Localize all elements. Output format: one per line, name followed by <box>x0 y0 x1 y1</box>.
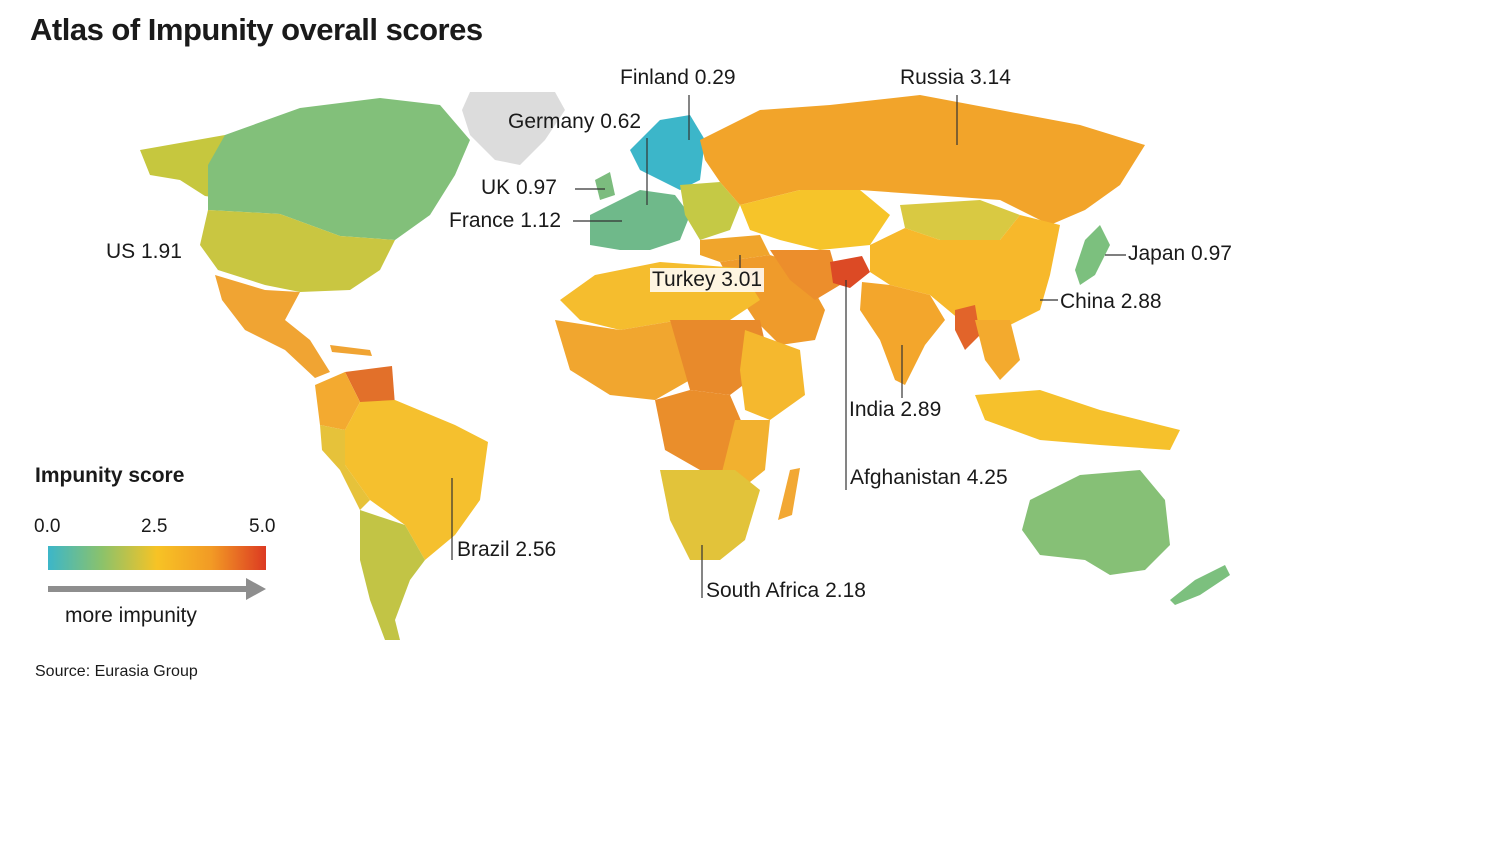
label-germany: Germany 0.62 <box>508 110 642 133</box>
label-brazil: Brazil 2.56 <box>457 538 557 561</box>
horn-of-africa-region <box>740 330 805 420</box>
label-russia: Russia 3.14 <box>900 66 1011 89</box>
mongolia-region <box>900 200 1020 240</box>
madagascar-region <box>778 468 800 520</box>
label-south-africa: South Africa 2.18 <box>706 579 866 602</box>
scandinavia-region <box>630 115 705 190</box>
andean-region <box>320 425 370 510</box>
leader-lines <box>451 95 1126 598</box>
venezuela-region <box>345 366 395 405</box>
legend-tick-min: 0.0 <box>34 516 61 537</box>
australia-region <box>1022 470 1170 575</box>
colombia-region <box>315 372 360 430</box>
central-asia-region <box>740 190 890 250</box>
label-us: US 1.91 <box>106 240 182 263</box>
turkey-region <box>700 235 770 262</box>
southern-cone-region <box>360 510 425 640</box>
label-turkey: Turkey 3.01 <box>650 268 765 292</box>
label-china: China 2.88 <box>1060 290 1162 313</box>
eastern-europe-region <box>680 182 740 240</box>
india-region <box>860 282 945 385</box>
china-region <box>870 215 1060 330</box>
myanmar-region <box>955 305 980 350</box>
label-japan: Japan 0.97 <box>1128 242 1232 265</box>
west-africa-region <box>555 320 690 400</box>
label-uk: UK 0.97 <box>481 176 557 199</box>
label-india: India 2.89 <box>849 398 942 421</box>
greenland-region <box>462 92 565 165</box>
more-impunity-arrow <box>48 578 266 600</box>
source-note: Source: Eurasia Group <box>35 663 198 680</box>
afghanistan-region <box>830 256 870 288</box>
western-europe-region <box>590 190 690 250</box>
caribbean-region <box>330 345 372 356</box>
southeast-asia-region <box>975 320 1020 380</box>
japan-region <box>1075 225 1110 285</box>
label-afghanistan: Afghanistan 4.25 <box>850 466 1008 489</box>
mexico-region <box>215 275 330 378</box>
new-zealand-region <box>1170 565 1230 605</box>
russia-region <box>700 95 1145 225</box>
more-impunity-label: more impunity <box>65 604 197 627</box>
uk-region <box>595 172 615 200</box>
legend-tick-mid: 2.5 <box>141 516 168 537</box>
usa-region <box>200 210 395 292</box>
legend-title: Impunity score <box>35 464 185 487</box>
label-france: France 1.12 <box>449 209 562 232</box>
iran-region <box>770 250 840 300</box>
southern-africa-region <box>660 470 760 560</box>
map-title: Atlas of Impunity overall scores <box>30 12 483 47</box>
indonesia-region <box>975 390 1180 450</box>
legend-tick-max: 5.0 <box>249 516 276 537</box>
central-africa-region <box>655 390 745 470</box>
canada-region <box>208 98 470 240</box>
label-finland: Finland 0.29 <box>620 66 736 89</box>
legend-color-bar <box>48 546 266 570</box>
